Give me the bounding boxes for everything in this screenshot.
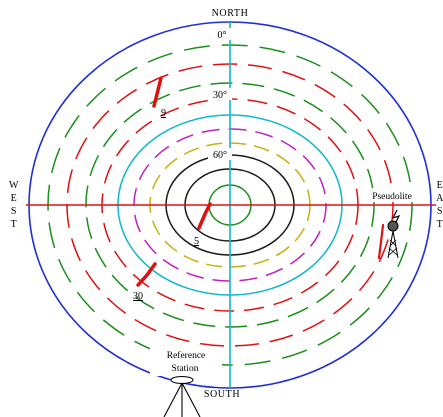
south-label: SOUTH — [204, 389, 240, 400]
satellite-track-5 — [197, 202, 212, 230]
satellite-track-30 — [136, 262, 157, 287]
tripod-icon — [163, 376, 201, 417]
north-label: NORTH — [212, 8, 249, 19]
elevation-label-60: 60° — [213, 150, 227, 161]
satellite-label-5: 5 — [194, 236, 199, 247]
satellite-track-9 — [152, 76, 163, 108]
pseudolite-track — [377, 223, 385, 260]
reference-station-label-line1: Reference — [167, 350, 206, 361]
satellite-label-9: 9 — [161, 108, 166, 119]
elevation-label-0: 0° — [218, 30, 227, 41]
elevation-label-30: 30° — [213, 90, 227, 101]
reference-station-label-line2: Station — [172, 364, 199, 374]
pseudolite-tower-icon — [387, 209, 401, 259]
satellite-label-30: 30 — [133, 291, 143, 302]
pseudolite-label: Pseudolite — [372, 192, 412, 202]
